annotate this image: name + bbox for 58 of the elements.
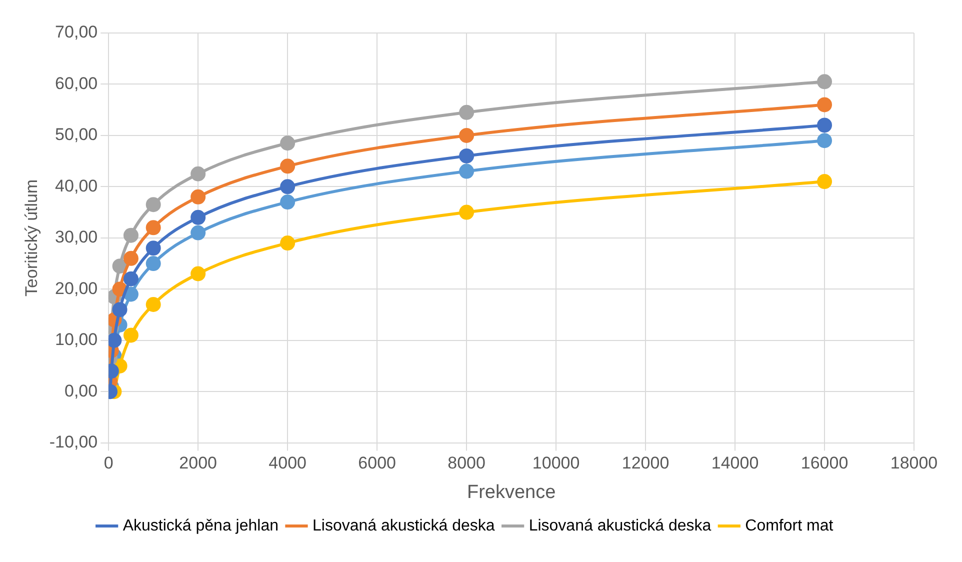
point	[817, 133, 832, 148]
legend-label: Lisovaná akustická deska	[312, 517, 495, 534]
point	[817, 118, 832, 133]
x-tick-label: 8000	[448, 454, 486, 473]
x-tick-label: 16000	[800, 454, 848, 473]
point	[123, 271, 138, 286]
point	[280, 194, 296, 210]
point	[112, 258, 128, 274]
point	[280, 236, 296, 251]
x-tick-label: 2000	[179, 454, 218, 473]
point	[146, 197, 161, 212]
point	[190, 225, 206, 240]
point	[123, 286, 138, 302]
y-tick-label: 50,00	[55, 125, 98, 144]
point	[190, 210, 206, 225]
point	[123, 228, 138, 243]
y-axis-title: Teoritický útlum	[22, 179, 41, 296]
legend-label: Akustická pěna jehlan	[122, 517, 278, 534]
legend-label: Lisovaná akustická deska	[528, 517, 712, 534]
point	[146, 296, 161, 312]
point	[817, 174, 832, 190]
x-tick-label: 14000	[711, 454, 759, 473]
y-tick-label: -10,00	[49, 432, 98, 452]
y-tick-label: 10,00	[55, 330, 98, 350]
point	[459, 128, 474, 143]
y-tick-label: 0,00	[64, 381, 98, 400]
point	[459, 164, 474, 179]
point	[817, 74, 832, 90]
point	[112, 282, 128, 297]
x-tick-label: 10000	[532, 454, 580, 473]
y-tick-label: 30,00	[55, 228, 98, 247]
point	[459, 148, 474, 164]
point	[280, 136, 296, 151]
x-tick-label: 6000	[358, 454, 396, 473]
x-tick-label: 0	[104, 454, 114, 473]
point	[123, 250, 138, 266]
point	[817, 97, 832, 112]
x-tick-label: 4000	[268, 454, 306, 473]
point	[190, 266, 206, 282]
point	[123, 328, 138, 343]
x-axis-title: Frekvence	[466, 482, 556, 503]
point	[280, 179, 296, 194]
x-tick-label: 18000	[890, 454, 938, 473]
point	[190, 189, 206, 204]
point	[146, 240, 161, 256]
legend-label: Comfort mat	[745, 517, 834, 534]
y-tick-label: 60,00	[55, 74, 98, 93]
y-tick-label: 40,00	[55, 176, 98, 196]
y-tick-label: 70,00	[55, 22, 98, 42]
point	[190, 166, 206, 182]
y-tick-label: 20,00	[55, 278, 98, 298]
point	[280, 158, 296, 174]
point	[459, 104, 474, 120]
point	[146, 256, 161, 272]
point	[112, 302, 128, 318]
point	[146, 220, 161, 236]
point	[459, 204, 474, 220]
x-tick-label: 12000	[622, 454, 670, 473]
